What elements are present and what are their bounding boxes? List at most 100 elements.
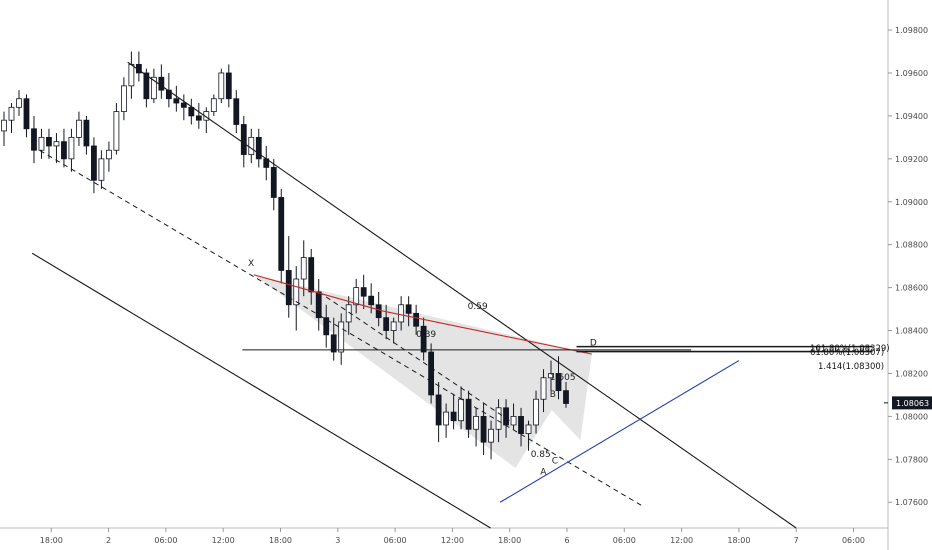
candle[interactable] (203, 107, 210, 134)
candle[interactable] (525, 420, 532, 451)
candle[interactable] (413, 304, 420, 335)
candle-body-up (16, 98, 22, 108)
candle[interactable] (375, 291, 382, 327)
candle[interactable] (91, 137, 97, 194)
pattern-label: 0.39 (416, 330, 436, 340)
candle[interactable] (255, 128, 262, 168)
candle[interactable] (158, 64, 165, 99)
candle[interactable] (83, 115, 90, 155)
candle-body-up (248, 136, 255, 155)
candle[interactable] (368, 283, 375, 314)
candle[interactable] (135, 51, 142, 82)
candle[interactable] (510, 403, 517, 430)
candle-body-down (240, 124, 247, 155)
candle-body-up (53, 141, 60, 147)
upper-channel-line[interactable] (127, 61, 797, 529)
candle[interactable] (443, 403, 450, 438)
candle[interactable] (338, 313, 345, 365)
candle[interactable] (473, 407, 479, 447)
candle[interactable] (128, 51, 135, 99)
candles[interactable] (1, 51, 569, 460)
candle[interactable] (405, 296, 412, 327)
candle[interactable] (360, 274, 367, 310)
candle[interactable] (98, 150, 105, 189)
candle[interactable] (188, 98, 195, 125)
candle[interactable] (450, 394, 457, 430)
candle[interactable] (285, 236, 292, 318)
candle[interactable] (165, 72, 172, 108)
candle[interactable] (270, 158, 277, 211)
candle[interactable] (120, 77, 127, 121)
candle[interactable] (180, 94, 187, 121)
candle[interactable] (533, 390, 539, 434)
candle[interactable] (46, 128, 52, 159)
candle[interactable] (240, 115, 247, 168)
candle[interactable] (150, 68, 157, 104)
candle[interactable] (195, 103, 202, 129)
candle[interactable] (540, 369, 547, 413)
candle[interactable] (263, 145, 270, 181)
candle[interactable] (330, 317, 337, 361)
candle[interactable] (398, 296, 405, 331)
candle[interactable] (563, 382, 569, 408)
candle-body-up (98, 158, 105, 181)
candle[interactable] (428, 343, 435, 404)
inner-channel-dashed-line[interactable] (318, 291, 510, 422)
candle[interactable] (31, 115, 37, 164)
candle[interactable] (420, 317, 427, 361)
candle-body-up (533, 398, 539, 426)
x-to-d-line[interactable] (253, 274, 592, 355)
drawing-lines[interactable] (31, 61, 873, 529)
candle-body-up (495, 407, 502, 430)
candle[interactable] (390, 317, 397, 344)
candle-body-down (143, 72, 150, 100)
candle[interactable] (555, 356, 562, 400)
candle-body-down (83, 119, 90, 147)
candle[interactable] (548, 360, 554, 391)
candle[interactable] (218, 68, 225, 104)
candle[interactable] (248, 128, 255, 164)
candle[interactable] (53, 133, 60, 164)
candle[interactable] (113, 103, 120, 155)
candle[interactable] (8, 103, 15, 134)
candle[interactable] (16, 90, 22, 116)
support-trendline[interactable] (499, 360, 740, 503)
candle[interactable] (225, 64, 232, 108)
x-tick-label: 06:00 (154, 536, 177, 545)
candle-body-down (188, 106, 195, 117)
candle[interactable] (323, 304, 330, 348)
pattern-label: 0.59 (468, 302, 488, 312)
candle[interactable] (38, 128, 45, 159)
candle[interactable] (173, 85, 180, 112)
candle[interactable] (1, 111, 7, 146)
candle[interactable] (68, 128, 75, 172)
y-tick-label: 1.09800 (895, 26, 928, 35)
candle[interactable] (435, 382, 442, 443)
candle-body-down (555, 373, 562, 392)
candle[interactable] (308, 248, 315, 305)
candle[interactable] (488, 420, 494, 460)
pattern-label: 1.605 (550, 373, 576, 383)
candle[interactable] (106, 141, 112, 172)
candle[interactable] (465, 390, 472, 438)
candle-body-down (465, 398, 472, 430)
candle[interactable] (61, 128, 67, 168)
candle[interactable] (293, 266, 300, 331)
mid-channel-dashed-line[interactable] (31, 145, 644, 507)
candle[interactable] (518, 407, 524, 447)
candle[interactable] (278, 188, 285, 284)
candle[interactable] (76, 111, 82, 146)
candle-body-down (31, 128, 37, 151)
lower-channel-line[interactable] (31, 252, 491, 529)
candle[interactable] (233, 90, 240, 134)
candle[interactable] (23, 94, 30, 138)
candle[interactable] (353, 279, 360, 314)
x-tick-label: 12:00 (441, 536, 464, 545)
candle-body-down (368, 295, 375, 306)
candle[interactable] (210, 94, 217, 116)
candle[interactable] (300, 240, 307, 297)
candle[interactable] (383, 304, 390, 340)
candle-body-up (390, 321, 397, 331)
pattern-shapes (253, 274, 592, 468)
